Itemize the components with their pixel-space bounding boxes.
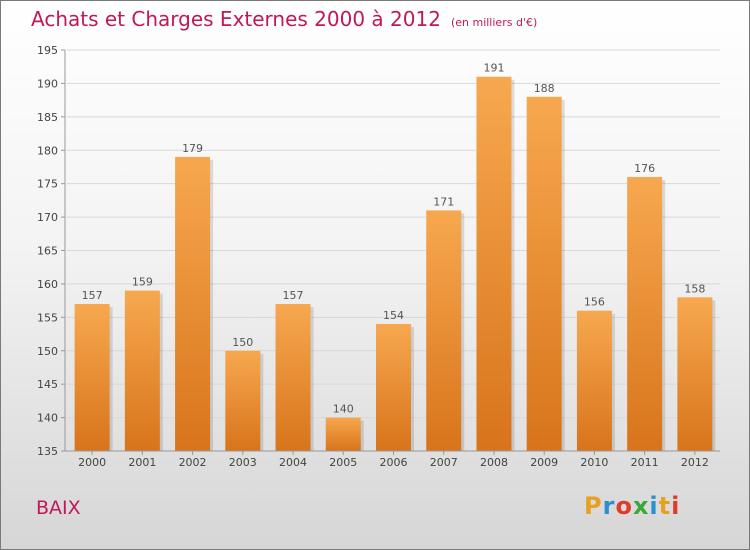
data-label: 140 xyxy=(333,403,354,416)
bar xyxy=(275,303,311,451)
bar xyxy=(74,303,110,451)
x-tick-label: 2006 xyxy=(380,456,408,469)
data-label: 191 xyxy=(483,62,504,75)
chart-title: Achats et Charges Externes 2000 à 2012 (e… xyxy=(31,7,537,31)
bar xyxy=(426,210,462,451)
x-tick-label: 2011 xyxy=(631,456,659,469)
data-label: 150 xyxy=(232,336,253,349)
bars: 157 159 179 150 157 140 154 171 191 188 156 176 158 xyxy=(74,62,716,452)
x-tick-label: 2009 xyxy=(530,456,558,469)
y-tick-label: 135 xyxy=(37,445,58,458)
bar xyxy=(325,417,361,451)
bar xyxy=(526,96,562,452)
bar xyxy=(124,290,160,451)
chart-subtitle: (en milliers d'€) xyxy=(450,16,538,29)
town-name: BAIX xyxy=(36,497,81,519)
x-tick-label: 2005 xyxy=(329,456,357,469)
y-tick-label: 190 xyxy=(37,77,58,90)
x-tick-label: 2001 xyxy=(128,456,156,469)
y-tick-label: 150 xyxy=(37,345,58,358)
x-tick-label: 2000 xyxy=(78,456,106,469)
y-axis: 135 140 145 150 155 160 165 170 175 180 185 190 195 xyxy=(37,44,66,458)
x-tick-label: 2012 xyxy=(681,456,709,469)
logo-letter: i xyxy=(649,492,659,520)
proxiti-logo: Proxiti xyxy=(584,492,680,520)
x-tick-label: 2007 xyxy=(430,456,458,469)
bar xyxy=(225,350,261,451)
data-label: 156 xyxy=(584,296,605,309)
data-label: 176 xyxy=(634,162,655,175)
x-tick-label: 2004 xyxy=(279,456,307,469)
data-label: 188 xyxy=(534,82,555,95)
y-tick-label: 160 xyxy=(37,278,58,291)
logo-letter: P xyxy=(584,492,603,520)
bar xyxy=(677,297,713,451)
y-tick-label: 145 xyxy=(37,378,58,391)
y-tick-label: 180 xyxy=(37,144,58,157)
bar xyxy=(627,176,663,451)
y-tick-label: 140 xyxy=(37,412,58,425)
x-axis: 2000 2001 2002 2003 2004 2005 2006 2007 2008 2009… xyxy=(65,450,720,469)
chart-title-text: Achats et Charges Externes 2000 à 2012 xyxy=(31,7,441,31)
bar xyxy=(175,156,211,451)
x-tick-label: 2002 xyxy=(179,456,207,469)
data-label: 157 xyxy=(283,289,304,302)
y-tick-label: 155 xyxy=(37,311,58,324)
y-tick-label: 195 xyxy=(37,44,58,57)
data-label: 158 xyxy=(684,282,705,295)
y-tick-label: 185 xyxy=(37,111,58,124)
logo-letter: r xyxy=(602,492,616,520)
bar xyxy=(376,324,411,451)
data-label: 154 xyxy=(383,309,404,322)
bar xyxy=(576,310,612,451)
x-tick-label: 2010 xyxy=(580,456,608,469)
bar xyxy=(476,76,512,451)
logo-letter: o xyxy=(615,492,633,520)
data-label: 179 xyxy=(182,142,203,155)
logo-letter: x xyxy=(632,492,650,520)
y-tick-label: 170 xyxy=(37,211,58,224)
logo-letter: i xyxy=(671,492,681,520)
data-label: 159 xyxy=(132,276,153,289)
data-label: 157 xyxy=(82,289,103,302)
y-tick-label: 175 xyxy=(37,178,58,191)
x-tick-label: 2008 xyxy=(480,456,508,469)
data-label: 171 xyxy=(433,195,454,208)
y-tick-label: 165 xyxy=(37,245,58,258)
logo-letter: t xyxy=(658,492,672,520)
x-tick-label: 2003 xyxy=(229,456,257,469)
